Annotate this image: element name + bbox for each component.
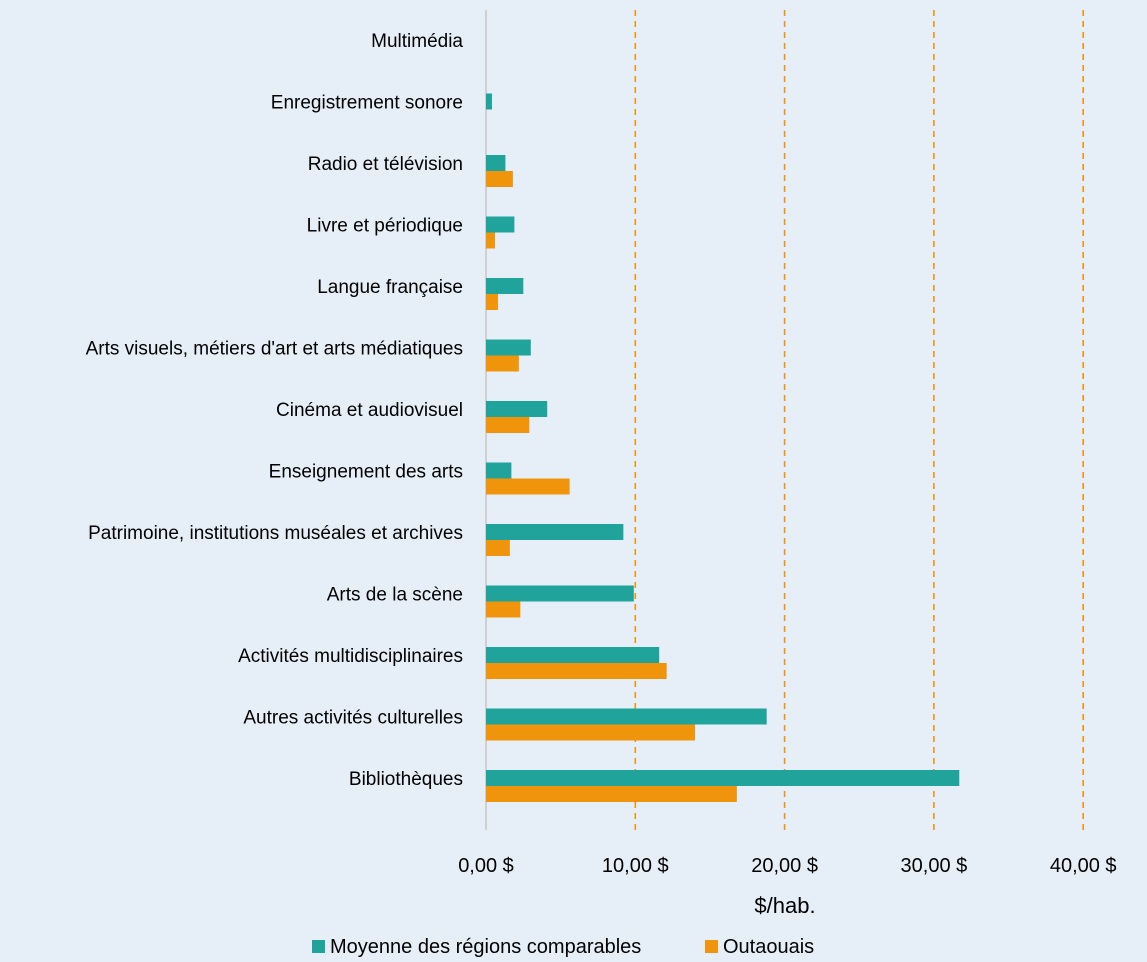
bar-moyenne [486,278,524,294]
x-tick-label: 10,00 $ [602,855,669,877]
bar-outaouais [486,478,570,495]
bar-outaouais [486,355,519,372]
legend-label: Moyenne des régions comparables [330,936,641,957]
legend-swatch [312,940,325,953]
bar-moyenne [486,339,531,356]
category-label: Cinéma et audiovisuel [276,400,463,421]
category-label: Patrimoine, institutions muséales et arc… [88,523,463,544]
category-label: Bibliothèques [349,769,463,790]
category-label: Multimédia [371,31,463,52]
bar-outaouais [486,786,737,802]
bar-outaouais [486,663,667,679]
x-tick-label: 40,00 $ [1050,855,1117,877]
category-label: Enseignement des arts [269,462,463,483]
bar-moyenne [486,93,492,110]
bar-moyenne [486,524,624,540]
category-label: Radio et télévision [308,154,463,175]
bar-outaouais [486,540,510,556]
bar-moyenne [486,708,767,725]
bar-outaouais [486,171,513,187]
bar-outaouais [486,294,498,310]
category-label: Livre et périodique [307,216,463,237]
gridlines [485,10,1084,830]
x-tick-labels: 0,00 $ 10,00 $ 20,00 $ 30,00 $ 40,00 $ [458,855,1116,877]
bar-moyenne [486,401,548,417]
x-tick-label: 20,00 $ [751,855,818,877]
x-tick-label: 30,00 $ [901,855,968,877]
bar-moyenne [486,770,960,786]
bar-outaouais [486,724,696,741]
bar-moyenne [486,647,660,663]
bar-outaouais [486,601,521,618]
category-label: Langue française [317,277,463,298]
bar-outaouais [486,232,495,249]
bar-moyenne [486,585,634,602]
legend: Moyenne des régions comparables Outaouais [312,936,814,958]
category-labels: Multimédia Enregistrement sonore Radio et … [86,31,464,790]
category-label: Autres activités culturelles [243,708,463,729]
category-label: Arts de la scène [327,585,463,606]
bar-moyenne [486,155,506,171]
x-axis-title: $/hab. [754,893,815,918]
category-label: Activités multidisciplinaires [238,646,463,667]
category-label: Arts visuels, métiers d'art et arts médi… [86,339,463,360]
bar-moyenne [486,462,512,479]
bar-outaouais [486,417,530,433]
legend-label: Outaouais [723,936,814,957]
bar-moyenne [486,216,515,233]
bars [486,93,960,802]
x-tick-label: 0,00 $ [458,855,514,877]
category-label: Enregistrement sonore [271,93,463,114]
legend-swatch [705,940,718,953]
